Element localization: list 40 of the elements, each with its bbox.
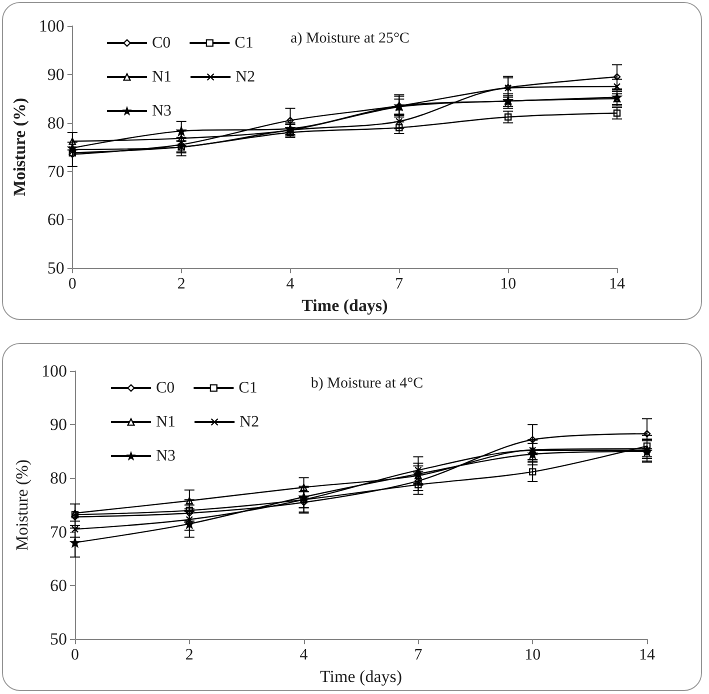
- x-tick-label: 2: [177, 276, 186, 293]
- y-tick-label: 90: [50, 415, 67, 434]
- legend-label: N1: [156, 414, 176, 430]
- x-tick-label: 14: [609, 276, 625, 293]
- y-tick-label: 70: [50, 522, 67, 542]
- legend-label: N3: [152, 102, 172, 120]
- legend-label: C1: [234, 34, 254, 52]
- x-tick-label: 7: [395, 276, 404, 293]
- y-tick-label: 60: [47, 210, 64, 230]
- x-tick-label: 2: [185, 646, 194, 664]
- y-tick-label: 80: [50, 468, 67, 488]
- y-axis-title: Moisture (%): [10, 98, 29, 196]
- y-tick-label: 60: [50, 576, 67, 595]
- y-axis-title: Moisture (%): [12, 459, 32, 551]
- chart-title: b) Moisture at 4°C: [310, 376, 424, 392]
- x-tick-label: 14: [639, 646, 655, 664]
- y-tick-label: 50: [47, 258, 64, 278]
- x-tick-label: 10: [500, 276, 516, 293]
- legend-label: N2: [236, 68, 256, 86]
- x-tick-label: 4: [300, 646, 308, 664]
- legend-label: C0: [152, 34, 171, 52]
- legend-label: C0: [156, 380, 175, 396]
- x-axis-title: Time (days): [302, 296, 388, 315]
- y-tick-label: 50: [50, 630, 67, 649]
- y-tick-label: 80: [47, 113, 64, 132]
- chart-title: a) Moisture at 25°C: [290, 30, 410, 46]
- legend-label: N3: [156, 448, 176, 464]
- y-tick-label: 90: [47, 64, 64, 84]
- legend-label: C1: [238, 380, 258, 396]
- x-tick-label: 7: [414, 646, 422, 664]
- x-tick-label: 0: [71, 646, 79, 664]
- x-tick-label: 0: [68, 276, 76, 293]
- y-tick-label: 70: [47, 162, 64, 181]
- x-tick-label: 4: [286, 276, 294, 293]
- y-tick-label: 100: [42, 362, 67, 380]
- legend-label: N2: [240, 414, 260, 430]
- y-tick-label: 100: [38, 16, 64, 36]
- x-tick-label: 10: [524, 646, 541, 664]
- legend-label: N1: [152, 68, 172, 86]
- x-axis-title: Time (days): [320, 667, 402, 686]
